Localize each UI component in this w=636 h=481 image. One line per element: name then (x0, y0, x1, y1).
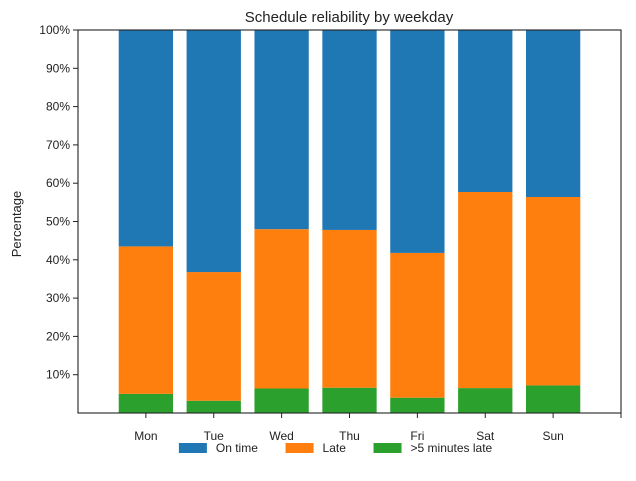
y-tick-label: 30% (46, 291, 70, 305)
bar-segment (525, 30, 581, 197)
legend-label: Late (323, 441, 347, 455)
legend-swatch (285, 443, 314, 453)
legend: On time Late >5 minutes late (178, 441, 493, 455)
x-tick-label: Sun (542, 429, 563, 443)
bar-segment (525, 196, 581, 386)
bar-segment (118, 30, 174, 247)
x-tick-label: Wed (269, 429, 293, 443)
x-tick-label: Thu (339, 429, 360, 443)
legend-label: >5 minutes late (411, 441, 493, 455)
x-tick-label: Fri (410, 429, 424, 443)
bar-segment (525, 385, 581, 413)
bar-segment (118, 393, 174, 413)
x-tick-label: Mon (134, 429, 157, 443)
y-tick-label: 60% (46, 176, 70, 190)
y-tick-label: 100% (39, 23, 70, 37)
bar-segment (322, 229, 377, 388)
bar-segment (458, 388, 513, 413)
y-tick-label: 20% (46, 329, 70, 343)
bar-segment (322, 387, 377, 413)
y-axis-label: Percentage (9, 191, 24, 258)
y-tick-label: 90% (46, 61, 70, 75)
x-tick-label: Sat (476, 429, 495, 443)
bar-segment (186, 400, 241, 413)
legend-swatch (373, 443, 402, 453)
bar-segment (254, 30, 309, 230)
chart-title: Schedule reliability by weekday (245, 9, 454, 26)
bar-segment (390, 252, 445, 398)
bar-segment (186, 272, 241, 401)
legend-label: On time (216, 441, 258, 455)
legend-swatch (178, 443, 207, 453)
x-tick-label: Tue (204, 429, 225, 443)
y-tick-label: 10% (46, 368, 70, 382)
bar-segment (458, 192, 513, 389)
bar-segment (118, 246, 174, 394)
bars-group (118, 30, 581, 413)
y-tick-label: 70% (46, 138, 70, 152)
bar-segment (458, 30, 513, 193)
bar-segment (254, 388, 309, 413)
bar-segment (390, 30, 445, 253)
y-tick-label: 80% (46, 100, 70, 114)
bar-segment (186, 30, 241, 273)
y-tick-label: 40% (46, 253, 70, 267)
y-tick-label: 50% (46, 215, 70, 229)
ticks-group: 10% 20% 30% 40% 50% 60% 70% 80% 90% 100% Mon Tue Wed… (39, 23, 622, 443)
bar-segment (254, 229, 309, 389)
bar-segment (322, 30, 377, 230)
bar-segment (390, 397, 445, 413)
